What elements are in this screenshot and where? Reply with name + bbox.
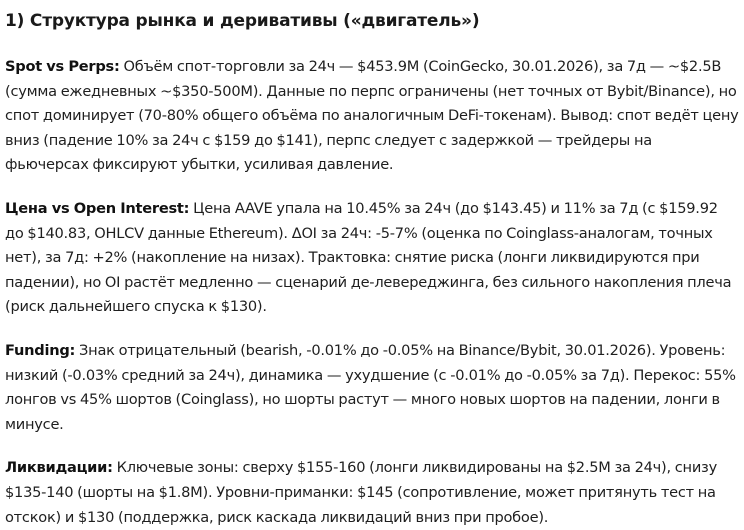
paragraph-text: Ключевые зоны: сверху $155-160 (лонги ли… <box>5 459 717 526</box>
paragraph-label: Funding: <box>5 341 76 359</box>
paragraph-label: Spot vs Perps: <box>5 58 120 75</box>
paragraph-label: Цена vs Open Interest: <box>5 199 190 217</box>
paragraph-spot-vs-perps: Spot vs Perps: Объём спот-торговли за 24… <box>5 55 739 178</box>
paragraph-text: Объём спот-торговли за 24ч — $453.9M (Co… <box>5 58 739 174</box>
paragraph-text: Знак отрицательный (bearish, -0.01% до -… <box>5 341 736 433</box>
paragraph-price-vs-open-interest: Цена vs Open Interest: Цена AAVE упала н… <box>5 197 739 320</box>
paragraph-liquidations: Ликвидации: Ключевые зоны: сверху $155-1… <box>5 456 739 530</box>
paragraph-funding: Funding: Знак отрицательный (bearish, -0… <box>5 339 739 437</box>
paragraph-text: Цена AAVE упала на 10.45% за 24ч (до $14… <box>5 199 732 316</box>
paragraph-label: Ликвидации: <box>5 459 113 477</box>
section-heading: 1) Структура рынка и деривативы («двигат… <box>5 11 480 31</box>
